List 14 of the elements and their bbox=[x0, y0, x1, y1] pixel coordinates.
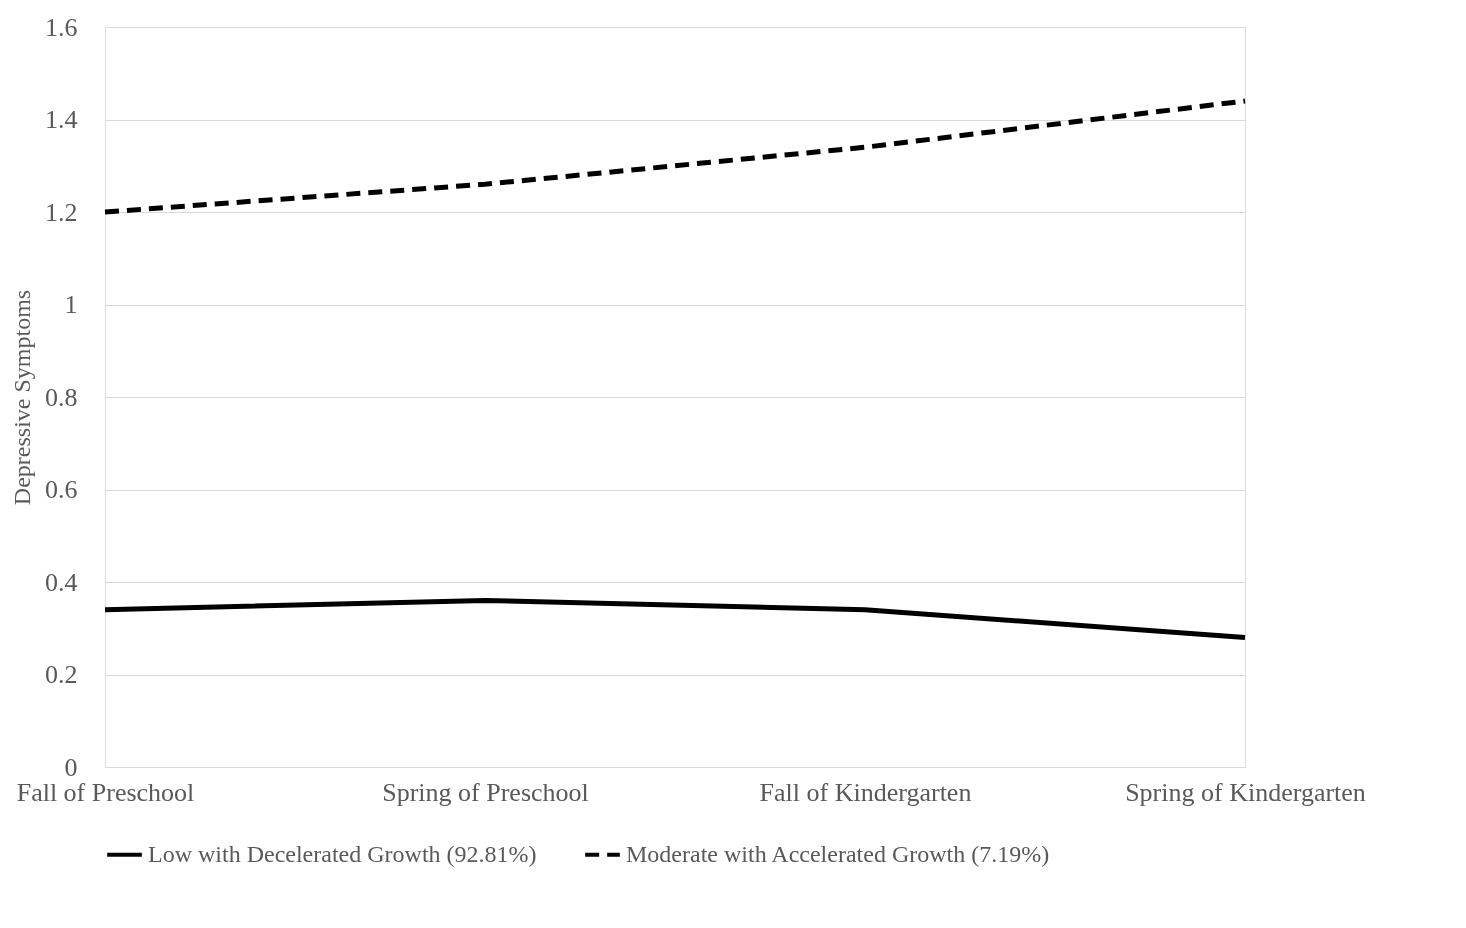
y-tick-label: 0.2 bbox=[45, 660, 78, 689]
legend-label: Moderate with Accelerated Growth (7.19%) bbox=[626, 840, 1050, 867]
x-tick-label: Spring of Kindergarten bbox=[1125, 777, 1366, 807]
y-axis-title: Depressive Symptoms bbox=[9, 289, 35, 506]
x-tick-label: Fall of Kindergarten bbox=[759, 777, 972, 807]
y-tick-label: 1.6 bbox=[45, 12, 78, 42]
x-tick-label: Spring of Preschool bbox=[382, 777, 589, 807]
y-tick-label: 0.4 bbox=[45, 567, 78, 597]
y-tick-label: 1.2 bbox=[45, 197, 78, 227]
y-tick-label: 1.4 bbox=[45, 105, 78, 134]
y-tick-label: 0.8 bbox=[45, 382, 78, 412]
legend-label: Low with Decelerated Growth (92.81%) bbox=[148, 840, 537, 867]
y-tick-label: 1 bbox=[64, 290, 78, 319]
y-tick-label: 0.6 bbox=[45, 475, 78, 504]
